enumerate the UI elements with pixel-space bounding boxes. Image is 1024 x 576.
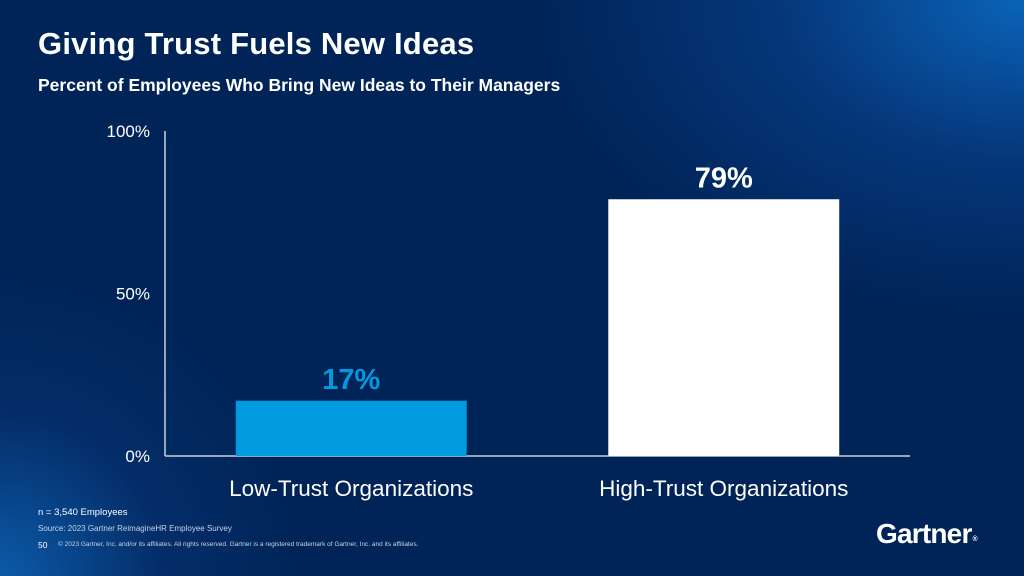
- slide-title: Giving Trust Fuels New Ideas: [38, 26, 475, 61]
- x-tick-label: Low-Trust Organizations: [229, 476, 473, 501]
- logo-registered-mark: ®: [972, 536, 978, 543]
- logo-text: Gartner: [876, 518, 972, 549]
- y-tick-label: 50%: [116, 285, 150, 304]
- x-tick-label: High-Trust Organizations: [599, 476, 848, 501]
- data-label: 17%: [322, 364, 380, 396]
- sample-size-note: n = 3,540 Employees: [38, 507, 128, 518]
- chart-subtitle: Percent of Employees Who Bring New Ideas…: [38, 75, 561, 95]
- copyright-text: © 2023 Gartner, Inc. and/or its affiliat…: [58, 541, 419, 548]
- y-tick-label: 100%: [107, 122, 150, 141]
- data-label: 79%: [695, 162, 753, 194]
- source-note: Source: 2023 Gartner ReimagineHR Employe…: [38, 524, 232, 533]
- bar: [235, 400, 467, 456]
- page-number: 50: [38, 540, 48, 550]
- gartner-logo: Gartner®: [876, 518, 978, 550]
- y-tick-label: 0%: [125, 447, 150, 466]
- bar: [608, 199, 840, 456]
